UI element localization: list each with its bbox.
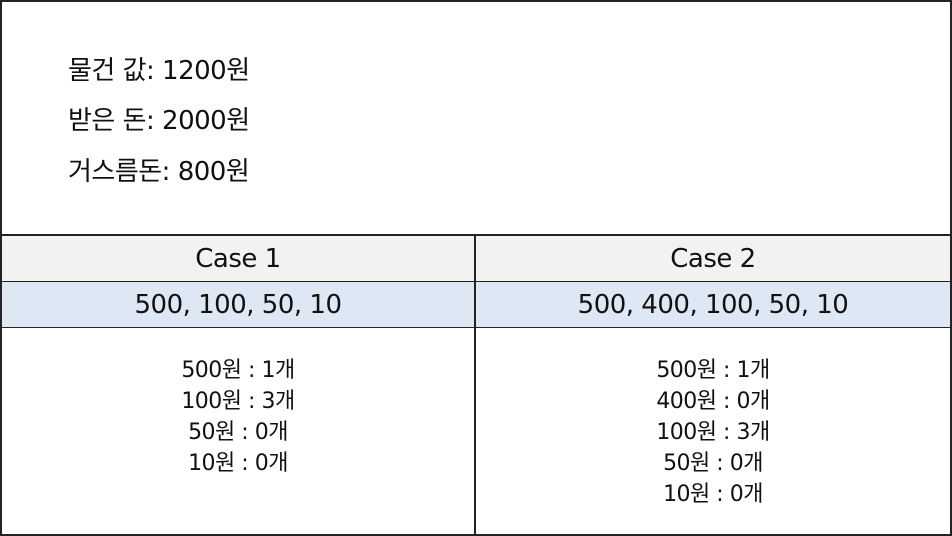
- result-row: 500원 : 1개 100원 : 3개 50원 : 0개 10원 : 0개 50…: [2, 328, 950, 534]
- list-item: 400원 : 0개: [656, 389, 770, 414]
- list-item: 10원 : 0개: [663, 482, 763, 507]
- list-item: 100원 : 3개: [656, 420, 770, 445]
- case-2-header: Case 2: [670, 243, 756, 274]
- case-2-coin-units: 500, 400, 100, 50, 10: [577, 289, 849, 320]
- coin-units-row: 500, 100, 50, 10 500, 400, 100, 50, 10: [2, 282, 950, 328]
- table-header-row: Case 1 Case 2: [2, 234, 950, 282]
- case-1-coin-units: 500, 100, 50, 10: [2, 282, 476, 327]
- comparison-table: Case 1 Case 2 500, 100, 50, 10 500, 400,…: [2, 234, 950, 534]
- list-item: 50원 : 0개: [663, 451, 763, 476]
- case-1-result-list: 500원 : 1개 100원 : 3개 50원 : 0개 10원 : 0개: [181, 355, 295, 479]
- item-price-text: 물건 값: 1200원: [68, 56, 250, 86]
- change-due-text: 거스름돈: 800원: [68, 157, 250, 187]
- amount-paid-text: 받은 돈: 2000원: [68, 106, 250, 136]
- list-item: 500원 : 1개: [181, 358, 295, 383]
- case-2-result-cell: 500원 : 1개 400원 : 0개 100원 : 3개 50원 : 0개 1…: [476, 328, 950, 534]
- list-item: 50원 : 0개: [188, 420, 288, 445]
- list-item: 500원 : 1개: [656, 358, 770, 383]
- case-1-header: Case 1: [2, 236, 476, 281]
- case-2-result-list: 500원 : 1개 400원 : 0개 100원 : 3개 50원 : 0개 1…: [656, 355, 770, 510]
- list-item: 100원 : 3개: [181, 389, 295, 414]
- case-1-result-cell: 500원 : 1개 100원 : 3개 50원 : 0개 10원 : 0개: [2, 328, 476, 534]
- list-item: 10원 : 0개: [188, 451, 288, 476]
